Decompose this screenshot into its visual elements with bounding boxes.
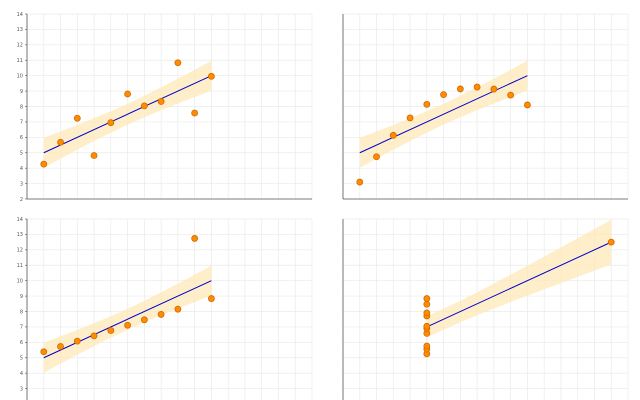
data-point	[373, 153, 380, 161]
data-point	[406, 114, 414, 122]
y-tick-label: 12	[17, 248, 23, 254]
data-point	[140, 316, 148, 324]
data-point	[107, 119, 115, 127]
y-tick-label: 13	[17, 232, 23, 238]
data-point	[157, 311, 165, 318]
data-point	[57, 138, 64, 146]
data-point	[73, 337, 81, 345]
data-point	[507, 91, 515, 99]
y-tick-label: 12	[17, 43, 23, 49]
data-point	[208, 295, 215, 302]
data-point	[174, 59, 182, 67]
data-point	[607, 238, 615, 246]
y-tick-label: 6	[20, 135, 23, 141]
data-point	[423, 300, 431, 308]
y-tick-label: 4	[20, 371, 23, 377]
chart-panel-2	[342, 13, 629, 200]
data-point	[124, 321, 131, 329]
regression-line	[426, 241, 612, 328]
y-tick-label: 3	[20, 181, 23, 187]
data-point	[191, 109, 199, 117]
data-point	[157, 98, 165, 105]
y-tick-label: 14	[17, 12, 23, 18]
data-point	[107, 327, 115, 334]
data-point	[90, 152, 98, 159]
data-point	[423, 309, 431, 317]
data-point	[356, 178, 364, 186]
y-tick-label: 5	[20, 356, 23, 362]
data-point	[208, 72, 215, 80]
plot-content	[40, 59, 215, 168]
y-tick-label: 7	[20, 325, 23, 331]
y-tick-label: 4	[20, 166, 23, 172]
data-point	[40, 160, 48, 168]
plot-content	[423, 219, 615, 358]
chart-panel-4	[342, 218, 629, 400]
data-point	[140, 102, 148, 110]
y-tick-label: 10	[17, 278, 23, 284]
data-point	[389, 131, 397, 139]
y-tick-label: 9	[20, 89, 23, 95]
data-point	[423, 342, 431, 350]
regression-line	[43, 75, 212, 154]
regression-line	[43, 280, 212, 359]
data-point	[73, 114, 81, 122]
data-point	[423, 295, 431, 302]
y-tick-label: 9	[20, 294, 23, 300]
regression-line	[359, 75, 528, 154]
y-tick-label: 14	[17, 217, 23, 223]
chart-panel-1: 2 3 4 5 6 7 8 9 10 11 12 13 14	[17, 12, 313, 203]
data-point	[90, 332, 98, 340]
y-tick-label: 10	[17, 73, 23, 79]
data-point	[40, 348, 48, 356]
data-point	[423, 322, 431, 330]
data-point	[57, 343, 64, 350]
data-point	[490, 85, 498, 93]
data-point	[423, 100, 431, 108]
y-tick-label: 11	[17, 58, 23, 64]
data-point	[174, 305, 182, 313]
plot-content	[40, 235, 215, 373]
confidence-band	[426, 219, 612, 338]
data-point	[440, 91, 447, 99]
y-tick-label: 6	[20, 340, 23, 346]
data-point	[473, 83, 481, 91]
plot-content	[356, 60, 531, 186]
y-tick-label: 7	[20, 120, 23, 126]
data-point	[191, 235, 199, 242]
y-tick-label: 8	[20, 309, 23, 315]
data-point	[456, 85, 464, 93]
data-point	[524, 101, 531, 109]
y-tick-label: 5	[20, 151, 23, 157]
y-tick-label: 2	[20, 197, 23, 203]
y-tick-label: 3	[20, 386, 23, 392]
y-tick-label: 13	[17, 27, 23, 33]
data-point	[124, 90, 131, 98]
y-tick-label: 11	[17, 263, 23, 269]
y-tick-label: 8	[20, 104, 23, 110]
